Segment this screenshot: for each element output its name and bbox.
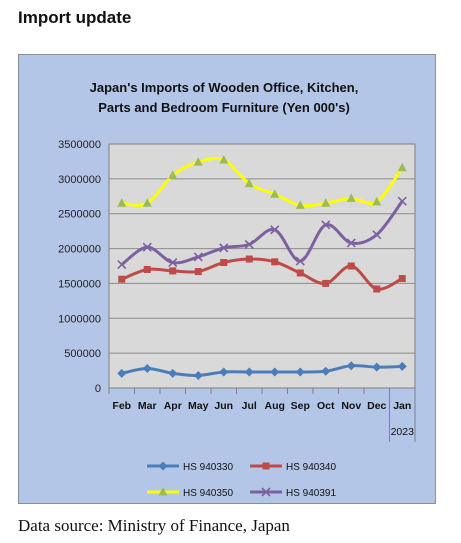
data-point: [245, 255, 253, 263]
data-point: [117, 198, 127, 207]
data-point: [244, 367, 254, 377]
data-point: [193, 252, 203, 262]
series-hs-940391: [117, 196, 407, 270]
x-tick-label: Nov: [341, 400, 361, 412]
data-point: [373, 285, 381, 293]
data-point: [244, 239, 254, 249]
x-tick-label: Oct: [317, 400, 335, 412]
chart-title-line-1: Japan's Imports of Wooden Office, Kitche…: [90, 80, 359, 95]
data-point: [346, 238, 356, 248]
legend-marker: [262, 462, 270, 470]
data-point: [142, 242, 152, 252]
y-tick-label: 1500000: [58, 278, 101, 290]
year-label: 2023: [391, 426, 415, 438]
data-point: [168, 170, 178, 179]
data-point: [219, 367, 229, 377]
series-line: [120, 200, 404, 266]
data-point: [270, 367, 280, 377]
legend-item: HS 940340: [250, 462, 336, 473]
data-point: [142, 363, 152, 373]
data-point: [117, 260, 127, 270]
data-point: [168, 368, 178, 378]
data-point: [295, 256, 305, 266]
y-tick-label: 0: [95, 383, 101, 395]
data-point: [346, 361, 356, 371]
data-point: [296, 269, 304, 277]
data-point: [169, 267, 177, 275]
y-axis: 0 500000 1000000 1500000 2000000 2500000 30000…: [58, 139, 101, 395]
x-tick-label: May: [188, 400, 209, 412]
data-point: [271, 258, 279, 266]
y-tick-label: 2000000: [58, 244, 101, 256]
data-point: [270, 225, 280, 235]
legend-item: HS 940330: [147, 461, 233, 473]
data-point: [219, 155, 229, 164]
data-point: [397, 196, 407, 206]
legend-marker: [158, 487, 168, 496]
legend-marker: [158, 461, 168, 471]
legend: HS 940330 HS 940340 HS 940350 HS 940391: [147, 461, 336, 499]
legend-label: HS 940340: [286, 462, 336, 473]
x-tick-label: Apr: [164, 400, 182, 412]
gridlines: [109, 178, 415, 354]
y-tick-label: 3000000: [58, 174, 101, 186]
data-point: [142, 198, 152, 207]
data-point: [117, 368, 127, 378]
data-point: [397, 162, 407, 172]
legend-item: HS 940391: [250, 487, 336, 499]
data-point: [321, 366, 331, 376]
data-point: [346, 193, 356, 202]
data-source-note: Data source: Ministry of Finance, Japan: [18, 516, 290, 535]
data-point: [372, 362, 382, 372]
line-chart: Japan's Imports of Wooden Office, Kitche…: [19, 55, 435, 503]
x-tick-label: Jan: [393, 400, 411, 412]
x-tick-label: Mar: [138, 400, 157, 412]
page-heading: Import update: [18, 8, 132, 27]
y-tick-label: 1000000: [58, 313, 101, 325]
data-point: [295, 367, 305, 377]
legend-label: HS 940350: [183, 488, 233, 499]
data-point: [220, 259, 228, 267]
data-point: [193, 157, 203, 166]
x-axis: Feb Mar Apr May Jun Jul Aug Sep Oct Nov Dec Jan 2023: [108, 388, 416, 442]
data-point: [347, 262, 355, 270]
plot-area: [108, 143, 416, 389]
x-tick-label: Jun: [214, 400, 233, 412]
y-tick-label: 2500000: [58, 209, 101, 221]
data-point: [193, 370, 203, 380]
data-point: [219, 243, 229, 253]
data-point: [321, 198, 331, 207]
data-point: [118, 275, 126, 283]
series-lines: [117, 155, 407, 380]
data-point: [143, 265, 151, 273]
y-tick-label: 500000: [64, 348, 101, 360]
x-tick-label: Dec: [367, 400, 386, 412]
y-tick-label: 3500000: [58, 139, 101, 151]
data-point: [295, 200, 305, 209]
chart-title-line-2: Parts and Bedroom Furniture (Yen 000's): [98, 100, 350, 115]
series-hs-940340: [118, 255, 406, 293]
x-tick-label: Feb: [112, 400, 131, 412]
data-point: [270, 189, 280, 198]
data-point: [168, 257, 178, 268]
data-point: [372, 196, 382, 206]
chart-frame: Japan's Imports of Wooden Office, Kitche…: [18, 54, 436, 504]
legend-marker: [261, 487, 271, 497]
x-tick-label: Aug: [265, 400, 285, 412]
data-point: [194, 268, 202, 276]
legend-label: HS 940391: [286, 488, 336, 499]
series-hs-940330: [117, 361, 407, 380]
data-point: [322, 279, 330, 287]
data-point: [398, 275, 406, 283]
data-point: [244, 178, 254, 188]
legend-item: HS 940350: [147, 487, 233, 499]
series-hs-940350: [117, 155, 407, 209]
data-point: [372, 230, 382, 240]
data-point: [397, 361, 407, 371]
legend-label: HS 940330: [183, 462, 233, 473]
x-tick-label: Jul: [242, 400, 257, 412]
data-point: [321, 220, 331, 230]
x-tick-label: Sep: [291, 400, 310, 412]
